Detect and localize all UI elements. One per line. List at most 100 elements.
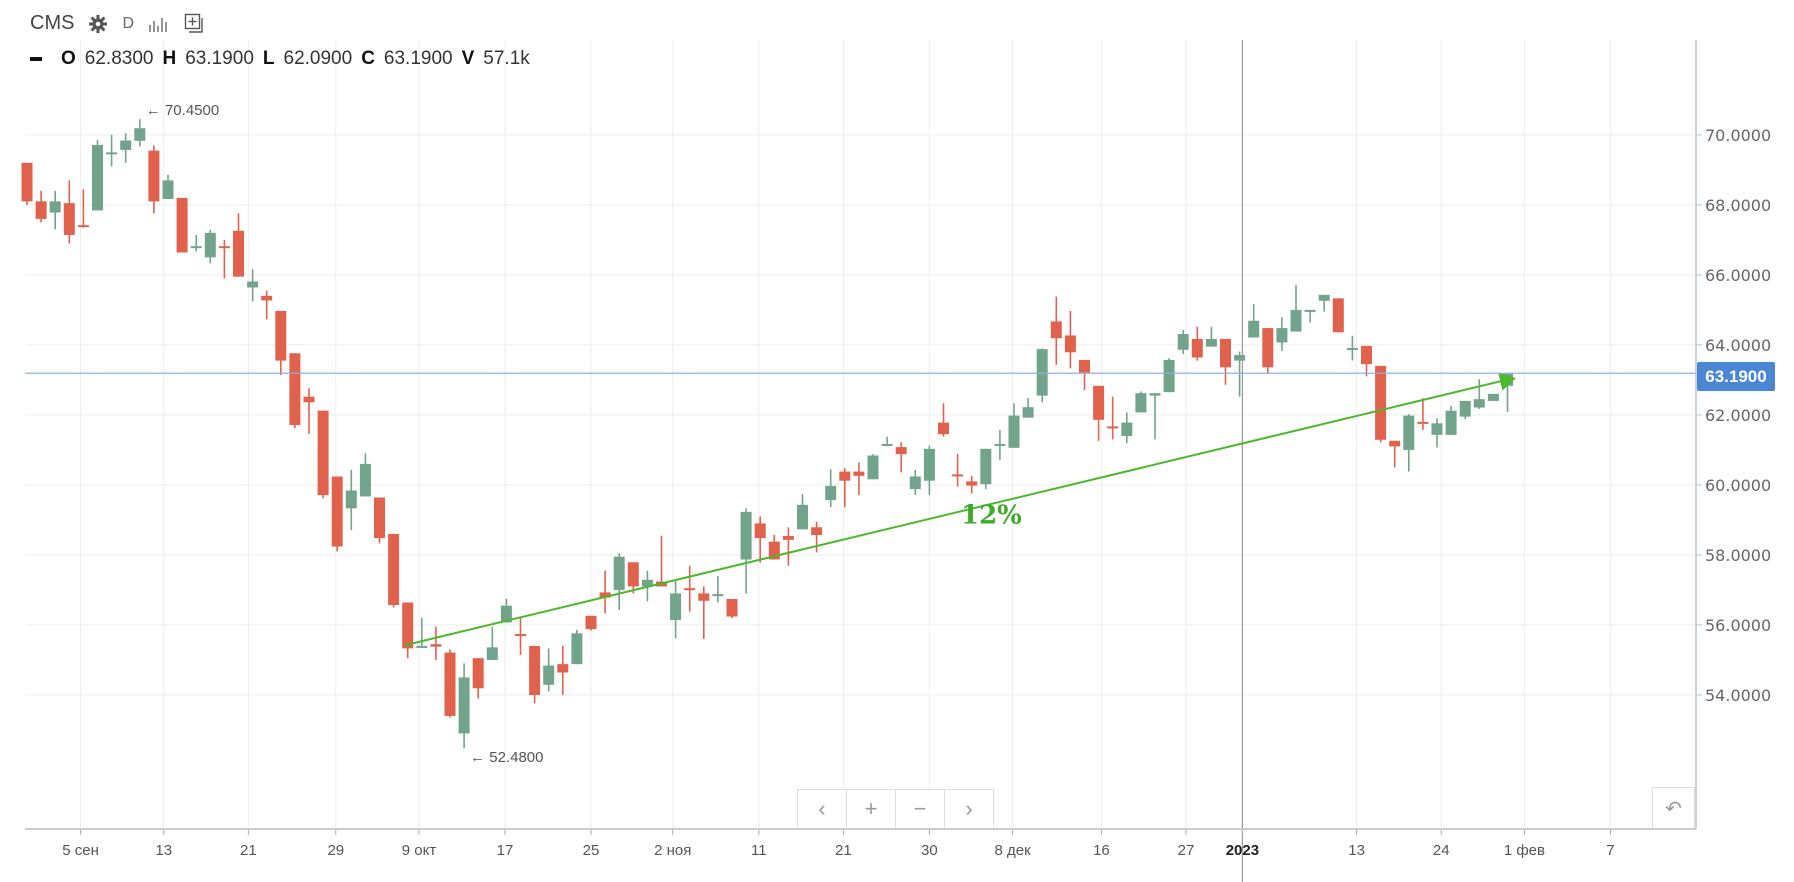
candle-up xyxy=(1022,407,1034,418)
candle-up xyxy=(909,476,921,490)
candle-up xyxy=(980,448,992,485)
y-tick-label: 70.0000 xyxy=(1705,126,1771,145)
candle-down xyxy=(331,476,343,547)
x-tick-label: 16 xyxy=(1093,842,1110,859)
candle-down xyxy=(1079,359,1090,373)
x-tick-label: 13 xyxy=(1348,842,1365,859)
candle-up xyxy=(1036,349,1048,396)
candle-up xyxy=(867,455,879,480)
low-price-marker: ← 52.4800 xyxy=(470,749,543,766)
candle-up xyxy=(134,128,146,141)
candle-up xyxy=(1177,334,1189,350)
candle-up xyxy=(1473,399,1485,408)
symbol-label[interactable]: CMS xyxy=(30,12,75,34)
candle-down xyxy=(853,471,865,476)
candle-up xyxy=(543,665,555,685)
candle-up xyxy=(49,201,61,213)
candle-down xyxy=(1389,440,1401,447)
candle-up xyxy=(740,511,752,560)
candle-down xyxy=(698,593,710,601)
zoom-out-button[interactable]: − xyxy=(896,790,945,827)
candle-down xyxy=(1050,321,1062,339)
candle-down xyxy=(63,203,75,235)
reset-chart-button[interactable]: ↶ xyxy=(1652,787,1695,828)
x-tick-label: 8 дек xyxy=(995,842,1032,859)
series-marker xyxy=(30,57,42,61)
candle-up xyxy=(994,443,1006,446)
candle-down xyxy=(77,225,89,228)
candle-up xyxy=(486,647,498,660)
candle-down xyxy=(515,634,526,637)
high-label: H xyxy=(162,48,177,69)
candle-down xyxy=(726,599,738,617)
candle-down xyxy=(444,652,456,716)
trendline-arrowhead xyxy=(1498,373,1516,391)
candle-up xyxy=(1445,410,1457,435)
high-value: 63.1900 xyxy=(185,48,254,69)
candle-up xyxy=(1008,415,1020,448)
scroll-left-button[interactable]: ‹ xyxy=(798,790,847,827)
y-tick-label: 66.0000 xyxy=(1705,266,1771,285)
candle-up xyxy=(881,443,893,446)
candle-down xyxy=(218,246,230,249)
candle-down xyxy=(1107,426,1119,429)
candle-down xyxy=(472,658,484,689)
gear-icon[interactable] xyxy=(88,14,108,34)
y-tick-label: 54.0000 xyxy=(1705,686,1771,705)
high-price-marker: ← 70.4500 xyxy=(146,102,219,119)
x-tick-label: 24 xyxy=(1433,842,1450,859)
zoom-in-button[interactable]: + xyxy=(847,790,896,827)
add-compare-icon[interactable] xyxy=(184,13,206,35)
close-value: 63.1900 xyxy=(383,48,453,69)
candle-down xyxy=(317,410,329,496)
scroll-right-button[interactable]: › xyxy=(965,795,973,821)
candle-down xyxy=(768,541,780,560)
candle-down xyxy=(1064,335,1076,353)
candle-down xyxy=(1417,421,1429,424)
x-tick-label: 7 xyxy=(1606,842,1614,859)
volume-value: 57.1k xyxy=(483,48,530,69)
candle-up xyxy=(1403,415,1415,450)
candle-up xyxy=(1304,309,1316,312)
undo-icon: ↶ xyxy=(1665,797,1682,820)
candle-down xyxy=(430,644,442,647)
candle-down xyxy=(684,588,696,591)
candle-down xyxy=(627,562,639,587)
trendline xyxy=(404,379,1505,647)
candle-down xyxy=(275,310,287,361)
candle-up xyxy=(92,145,103,211)
x-tick-label: 5 сен xyxy=(62,842,99,859)
candle-up xyxy=(1135,393,1147,413)
candle-down xyxy=(599,592,611,598)
interval-button[interactable]: D xyxy=(122,14,135,32)
candle-down xyxy=(1332,298,1344,333)
candle-down xyxy=(1375,365,1387,440)
y-tick-label: 60.0000 xyxy=(1705,476,1771,495)
ohlc-legend: O 62.8300 H 63.1900 L 62.0900 C 63.1900 V 57.… xyxy=(30,48,530,70)
x-tick-label: 29 xyxy=(327,842,344,859)
y-tick-label: 62.0000 xyxy=(1705,406,1771,425)
candle-up xyxy=(1487,393,1499,401)
y-tick-label: 68.0000 xyxy=(1705,196,1771,215)
candle-up xyxy=(1318,294,1330,301)
candle-up xyxy=(1431,423,1443,435)
candle-up xyxy=(500,605,512,623)
candle-down xyxy=(374,497,385,539)
candle-up xyxy=(416,645,428,648)
bar-chart-icon[interactable] xyxy=(148,15,170,33)
overlays: ← 70.4500 ← 52.4800 12% xyxy=(25,40,1696,882)
last-price-tag: 63.1900 xyxy=(1697,362,1775,391)
candle-down xyxy=(233,230,244,277)
x-tick-label: 2 ноя xyxy=(654,842,691,859)
x-tick-label: 30 xyxy=(921,842,938,859)
candle-up xyxy=(247,281,259,288)
x-tick-label: 21 xyxy=(240,842,257,859)
x-tick-label: 2023 xyxy=(1226,842,1259,859)
candle-down xyxy=(176,197,188,253)
candle-up xyxy=(1290,309,1302,332)
candle-down xyxy=(1191,338,1203,358)
y-tick-label: 56.0000 xyxy=(1705,616,1771,635)
open-label: O xyxy=(61,48,76,69)
x-tick-label: 27 xyxy=(1178,842,1195,859)
